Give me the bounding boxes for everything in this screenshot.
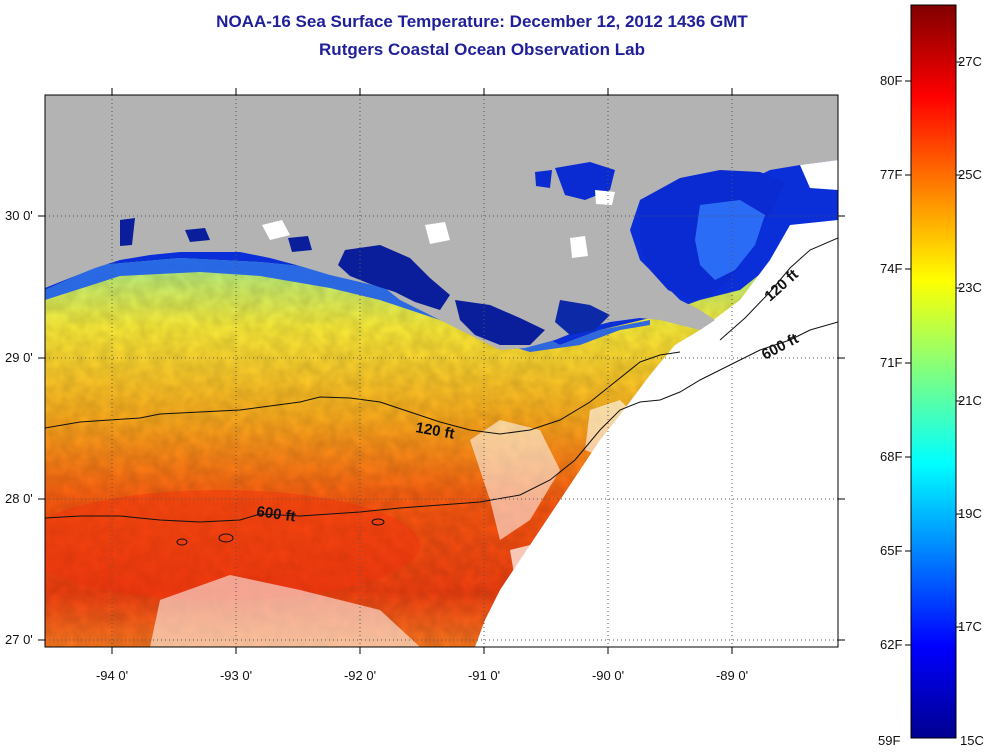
colorbar-c-label: 27C bbox=[958, 54, 982, 69]
colorbar-c-label: 17C bbox=[958, 619, 982, 634]
colorbar-f-label: 74F bbox=[880, 261, 902, 276]
contour-600ft bbox=[45, 321, 838, 523]
colorbar-ticks bbox=[905, 61, 962, 646]
lat-label: 29 0' bbox=[5, 350, 33, 365]
no-data-region bbox=[475, 220, 838, 647]
colorbar-c-label: 19C bbox=[958, 506, 982, 521]
lon-label: -90 0' bbox=[592, 668, 624, 683]
colorbar bbox=[910, 4, 957, 739]
lon-label: -93 0' bbox=[220, 668, 252, 683]
colorbar-c-label: 15C bbox=[960, 733, 984, 748]
lon-label: -92 0' bbox=[344, 668, 376, 683]
lon-label: -91 0' bbox=[468, 668, 500, 683]
colorbar-f-label: 65F bbox=[880, 543, 902, 558]
axis-ticks bbox=[38, 88, 845, 654]
colorbar-c-label: 25C bbox=[958, 167, 982, 182]
map-title: NOAA-16 Sea Surface Temperature: Decembe… bbox=[216, 12, 748, 31]
colorbar-f-label: 68F bbox=[880, 449, 902, 464]
lat-label: 28 0' bbox=[5, 491, 33, 506]
contour-label: 600 ft bbox=[255, 503, 296, 525]
grid-lines bbox=[45, 95, 838, 647]
colorbar-f-label: 80F bbox=[880, 73, 902, 88]
contour-120ft bbox=[45, 351, 681, 435]
land-mass bbox=[45, 95, 838, 350]
lat-label: 27 0' bbox=[5, 632, 33, 647]
colorbar-f-label: 62F bbox=[880, 637, 902, 652]
lat-label: 30 0' bbox=[5, 208, 33, 223]
map-frame bbox=[44, 94, 839, 648]
colorbar-f-label: 77F bbox=[880, 167, 902, 182]
colorbar-c-label: 21C bbox=[958, 393, 982, 408]
colorbar-f-label: 71F bbox=[880, 355, 902, 370]
map-subtitle: Rutgers Coastal Ocean Observation Lab bbox=[319, 40, 645, 59]
lon-label: -89 0' bbox=[716, 668, 748, 683]
lon-label: -94 0' bbox=[96, 668, 128, 683]
colorbar-c-label: 23C bbox=[958, 280, 982, 295]
contour-label: 120 ft bbox=[414, 419, 456, 443]
colorbar-f-label: 59F bbox=[878, 733, 900, 748]
